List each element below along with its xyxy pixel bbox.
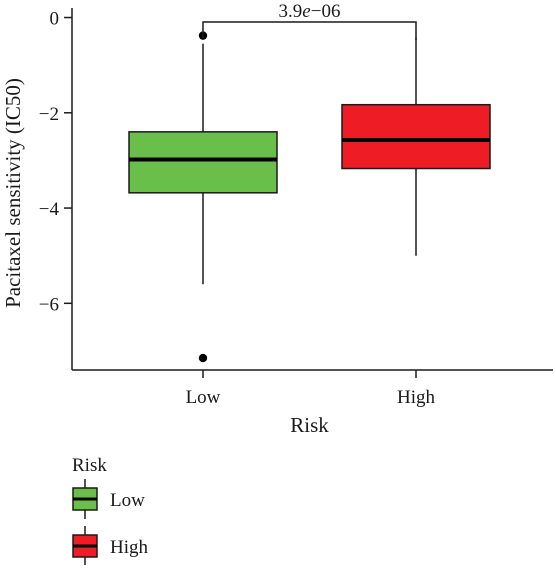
y-tick-label: −2 bbox=[39, 104, 59, 125]
p-value-e: e bbox=[302, 1, 310, 22]
p-value-mantissa: 3.9 bbox=[279, 1, 303, 22]
x-ticks: Low High bbox=[186, 370, 436, 408]
bracket-line bbox=[202, 21, 417, 40]
p-value-label: 3.9e−06 bbox=[279, 1, 341, 22]
significance-bracket: 3.9e−06 bbox=[202, 1, 417, 40]
y-tick-label: −6 bbox=[39, 294, 59, 315]
box-high bbox=[341, 37, 491, 256]
y-axis-title: Pacitaxel sensitivity (IC50) bbox=[1, 78, 25, 308]
legend-items: Low High bbox=[72, 479, 149, 566]
legend-label: Low bbox=[110, 490, 145, 511]
legend-item-high: High bbox=[72, 526, 149, 566]
outlier-point bbox=[198, 353, 208, 363]
legend-label: High bbox=[110, 537, 149, 558]
legend-item-low: Low bbox=[72, 479, 145, 519]
p-value-exponent: −06 bbox=[311, 1, 341, 22]
iqr-box bbox=[128, 131, 278, 194]
y-ticks: 0 −2 −4 −6 bbox=[39, 9, 72, 315]
x-tick-label: High bbox=[397, 387, 436, 408]
boxes-group bbox=[128, 31, 491, 363]
legend: Risk Low High bbox=[72, 455, 149, 566]
iqr-box bbox=[341, 103, 491, 170]
y-tick-label: 0 bbox=[50, 9, 60, 30]
box-low bbox=[128, 31, 278, 363]
x-axis-title: Risk bbox=[290, 413, 329, 437]
legend-title: Risk bbox=[72, 455, 107, 476]
y-tick-label: −4 bbox=[39, 199, 60, 220]
x-tick-label: Low bbox=[186, 387, 221, 408]
